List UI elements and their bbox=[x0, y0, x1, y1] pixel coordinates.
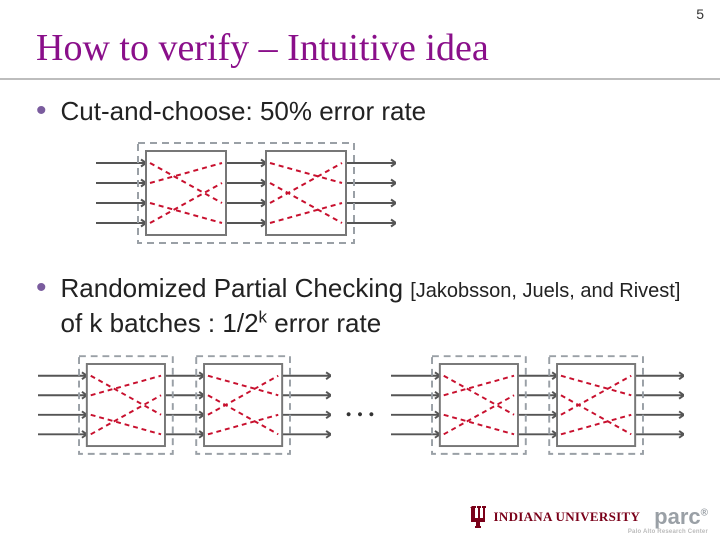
diagram-rpc: … bbox=[38, 351, 684, 461]
bullet-2-text: Randomized Partial Checking [Jakobsson, … bbox=[61, 271, 684, 341]
indiana-university-logo: INDIANA UNIVERSITY bbox=[469, 504, 641, 530]
diagram-cut-and-choose bbox=[96, 139, 684, 249]
page-number: 5 bbox=[696, 6, 704, 22]
citation: [Jakobsson, Juels, and Rivest] bbox=[410, 280, 680, 302]
ellipsis-icon: … bbox=[343, 387, 379, 425]
bullet-1: • Cut-and-choose: 50% error rate bbox=[36, 94, 684, 129]
slide-title: How to verify – Intuitive idea bbox=[0, 0, 720, 78]
registered-icon: ® bbox=[701, 508, 708, 519]
bullet-dot-icon: • bbox=[36, 96, 47, 126]
iu-logo-text: INDIANA UNIVERSITY bbox=[494, 509, 641, 525]
content-area: • Cut-and-choose: 50% error rate • Rando… bbox=[0, 94, 720, 461]
bullet-2: • Randomized Partial Checking [Jakobsson… bbox=[36, 271, 684, 341]
mixnet-diagram-2 bbox=[38, 351, 331, 461]
exponent-k: k bbox=[259, 308, 268, 327]
parc-logo: parc® Palo Alto Research Center bbox=[654, 504, 708, 530]
bullet-dot-icon: • bbox=[36, 273, 47, 303]
parc-subtitle: Palo Alto Research Center bbox=[628, 529, 708, 535]
bullet-2-mid: of k batches : 1/2 bbox=[61, 308, 259, 338]
title-divider bbox=[0, 78, 720, 80]
bullet-2-lead: Randomized Partial Checking bbox=[61, 273, 411, 303]
mixnet-diagram-1 bbox=[96, 139, 396, 249]
bullet-2-tail: error rate bbox=[267, 308, 381, 338]
mixnet-diagram-3 bbox=[391, 351, 684, 461]
parc-logo-text: parc bbox=[654, 504, 700, 529]
iu-trident-icon bbox=[469, 504, 489, 530]
bullet-1-text: Cut-and-choose: 50% error rate bbox=[61, 94, 427, 129]
footer-logos: INDIANA UNIVERSITY parc® Palo Alto Resea… bbox=[469, 504, 708, 530]
